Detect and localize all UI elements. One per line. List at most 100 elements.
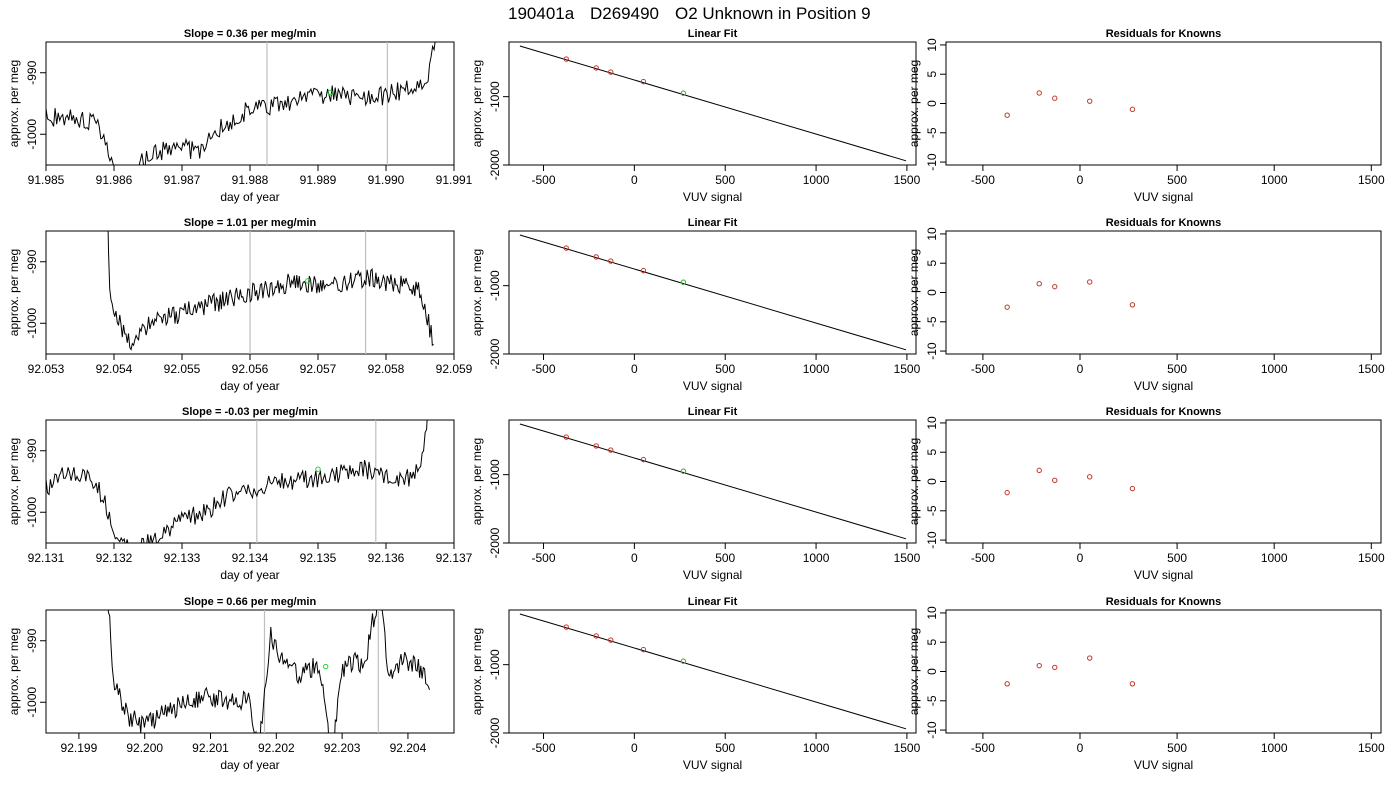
y-tick-label: -1000 (25, 687, 39, 718)
plot-area (519, 613, 907, 730)
x-tick-label: 0 (631, 173, 638, 187)
plot-area (107, 610, 430, 733)
unknown-point (327, 89, 333, 96)
unknown-point (680, 468, 687, 474)
residual-point (1036, 281, 1042, 287)
panel-residuals-2: Residuals for Knowns -500 0 500 1000 1500 VUV … (907, 217, 1385, 393)
residual-point (1087, 474, 1093, 480)
x-tick-label: 92.054 (96, 362, 133, 376)
residual-point (1004, 304, 1010, 310)
known-point (640, 456, 647, 463)
x-tick-label: 92.134 (232, 551, 269, 565)
plot-area (1004, 90, 1136, 118)
panel-title: Linear Fit (688, 596, 738, 608)
x-axis-label: VUV signal (1134, 758, 1193, 772)
y-tick-label: -990 (25, 628, 39, 652)
x-tick-label: 0 (1077, 741, 1084, 755)
y-tick-label: -1000 (488, 649, 502, 680)
residual-point (1087, 279, 1093, 285)
x-tick-label: 500 (1167, 362, 1187, 376)
y-tick-label: -2000 (488, 338, 502, 369)
x-axis-label: day of year (220, 379, 279, 393)
run-id: 190401a (508, 4, 575, 23)
y-axis-label: approx. per meg (907, 438, 921, 525)
x-tick-label: 92.053 (28, 362, 65, 376)
y-tick-label: -1000 (25, 119, 39, 150)
x-tick-label: 92.055 (164, 362, 201, 376)
x-tick-label: 92.056 (232, 362, 269, 376)
y-axis-label: approx. per meg (907, 60, 921, 147)
plot-frame (508, 230, 917, 355)
y-tick-label: -990 (25, 60, 39, 84)
y-tick-label: -5 (925, 695, 939, 706)
y-tick-label: -990 (25, 249, 39, 273)
x-axis-label: VUV signal (1134, 379, 1193, 393)
unknown-point (680, 90, 687, 96)
x-tick-label: 92.057 (300, 362, 337, 376)
x-axis-label: VUV signal (683, 568, 742, 582)
x-tick-label: 0 (1077, 173, 1084, 187)
x-axis-label: day of year (220, 758, 279, 772)
x-tick-label: 91.987 (164, 173, 201, 187)
known-point (593, 633, 599, 639)
x-tick-label: 500 (715, 741, 735, 755)
plot-area (519, 45, 907, 162)
panel-title: Residuals for Knowns (1106, 28, 1222, 40)
y-axis-label: approx. per meg (470, 628, 484, 715)
residual-point (1052, 477, 1058, 484)
panel-linear-fit-2: Linear Fit -500 0 500 1000 1500 VUV signal -200… (470, 217, 921, 393)
x-tick-label: 91.988 (232, 173, 269, 187)
y-tick-label: -990 (25, 438, 39, 462)
known-point (593, 65, 599, 71)
panel-linear-fit-4: Linear Fit -500 0 500 1000 1500 VUV signal -200… (470, 596, 921, 772)
x-axis-label: VUV signal (1134, 568, 1193, 582)
panel-linear-fit-1: Linear Fit -500 0 500 1000 1500 VUV signal -200… (470, 28, 921, 204)
plot-area (107, 231, 434, 354)
panel-title: Linear Fit (688, 217, 738, 229)
x-tick-label: 0 (631, 741, 638, 755)
x-axis-label: VUV signal (683, 758, 742, 772)
fit-line (519, 613, 907, 730)
y-tick-label: -2000 (488, 717, 502, 748)
sample-id: D269490 (590, 4, 659, 23)
x-tick-label: -500 (532, 173, 556, 187)
residual-point (1129, 485, 1136, 492)
unknown-point (680, 658, 687, 664)
x-tick-label: 0 (631, 362, 638, 376)
known-point (608, 447, 614, 453)
residual-point (1036, 467, 1042, 474)
known-point (563, 245, 569, 251)
panel-title: Linear Fit (688, 28, 738, 40)
x-tick-label: 500 (1167, 741, 1187, 755)
residual-point (1129, 302, 1136, 308)
y-axis-label: approx. per meg (470, 438, 484, 525)
y-tick-label: -1000 (488, 81, 502, 112)
y-axis-label: approx. per meg (470, 249, 484, 336)
plot-area (1004, 279, 1136, 310)
x-tick-label: 500 (715, 173, 735, 187)
panel-residuals-1: Residuals for Knowns -500 0 500 1000 1500 VUV … (907, 28, 1385, 204)
x-tick-label: 92.135 (300, 551, 337, 565)
panel-title: Slope = 1.01 per meg/min (184, 217, 317, 229)
residual-point (1052, 283, 1058, 290)
plot-area (1004, 467, 1136, 496)
x-tick-label: 92.059 (436, 362, 473, 376)
plot-frame (45, 609, 455, 734)
x-tick-label: 0 (631, 551, 638, 565)
x-tick-label: -500 (532, 551, 556, 565)
plot-frame (945, 609, 1382, 734)
y-tick-label: -2000 (488, 527, 502, 558)
y-tick-label: -1000 (488, 270, 502, 301)
x-tick-label: 1000 (803, 173, 830, 187)
plot-area (1004, 655, 1136, 687)
residual-point (1087, 98, 1093, 104)
unknown-point (305, 278, 311, 284)
y-tick-label: 5 (925, 260, 939, 267)
signal-trace (46, 42, 436, 165)
y-tick-label: -5 (925, 127, 939, 138)
panel-residuals-4: Residuals for Knowns -500 0 500 1000 1500 VUV … (907, 596, 1385, 772)
known-point (640, 646, 647, 653)
y-tick-label: 5 (925, 639, 939, 646)
x-tick-label: -500 (971, 741, 995, 755)
